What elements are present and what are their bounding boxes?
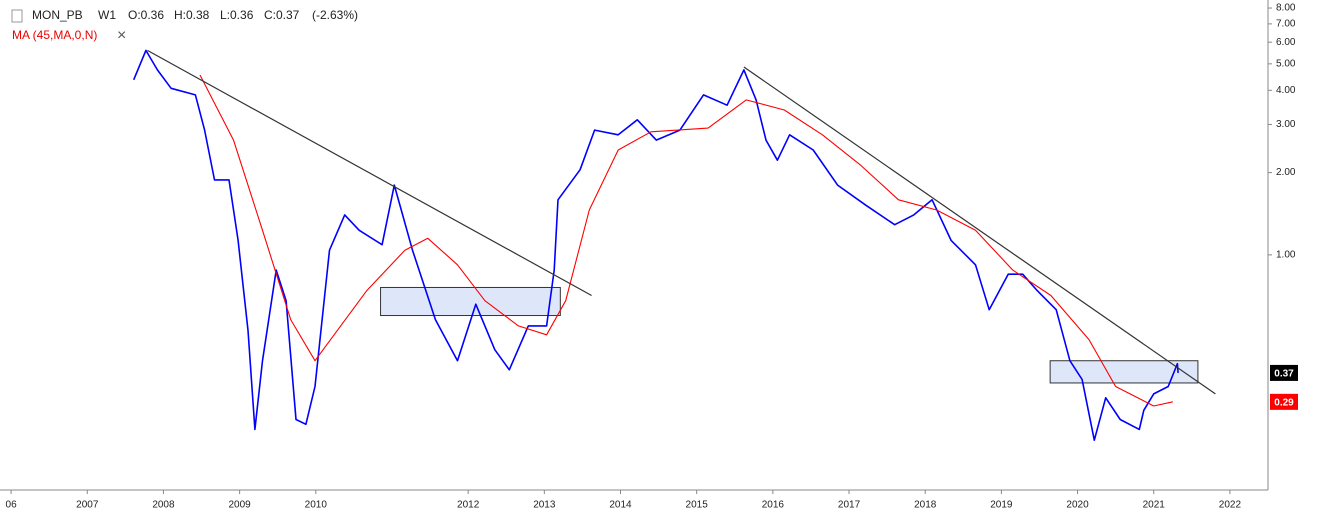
close: C:0.37 <box>264 8 300 22</box>
collapse-icon[interactable] <box>11 9 23 23</box>
x-tick-label: 2010 <box>305 500 328 511</box>
x-tick-label: 2021 <box>1143 500 1166 511</box>
trend-line <box>743 66 1216 395</box>
x-tick-label: 2014 <box>609 500 632 511</box>
x-tick-label: 2020 <box>1066 500 1089 511</box>
y-tick-label: 5.00 <box>1276 58 1296 69</box>
x-tick-label: 2022 <box>1219 500 1242 511</box>
y-tick-label: 3.00 <box>1276 119 1296 130</box>
price-line <box>132 49 1179 441</box>
y-tick-label: 8.00 <box>1276 3 1296 14</box>
x-tick-label: 2007 <box>76 500 99 511</box>
y-tick-label: 6.00 <box>1276 37 1296 48</box>
x-tick-label: 2008 <box>152 500 175 511</box>
symbol: MON_PB <box>32 8 83 22</box>
x-tick-label: 06 <box>6 500 18 511</box>
range-box <box>1049 360 1199 384</box>
last-value-label: 0.37 <box>1274 369 1294 380</box>
x-tick-label: 2018 <box>914 500 937 511</box>
y-tick-label: 2.00 <box>1276 167 1296 178</box>
x-tick-label: 2013 <box>533 500 556 511</box>
interval: W1 <box>98 8 116 22</box>
legend-ma: MA (45,MA,0,N) <box>12 28 97 42</box>
x-tick-label: 2015 <box>686 500 709 511</box>
low: L:0.36 <box>220 8 254 22</box>
last-value-label: 0.29 <box>1274 397 1294 408</box>
x-tick-label: 2009 <box>228 500 251 511</box>
x-tick-label: 2016 <box>762 500 785 511</box>
change: (-2.63%) <box>312 8 358 22</box>
x-tick-label: 2012 <box>457 500 480 511</box>
range-box <box>380 286 561 317</box>
y-tick-label: 1.00 <box>1276 250 1296 261</box>
price-line <box>199 74 1173 407</box>
trend-line <box>147 49 592 297</box>
high: H:0.38 <box>174 8 210 22</box>
last-value-tag <box>1270 393 1298 410</box>
open: O:0.36 <box>128 8 164 22</box>
last-value-tag <box>1270 364 1298 381</box>
x-tick-label: 2017 <box>838 500 861 511</box>
x-tick-label: 2019 <box>990 500 1013 511</box>
y-tick-label: 4.00 <box>1276 85 1296 96</box>
remove-indicator[interactable]: × <box>117 27 126 44</box>
y-tick-label: 7.00 <box>1276 19 1296 30</box>
